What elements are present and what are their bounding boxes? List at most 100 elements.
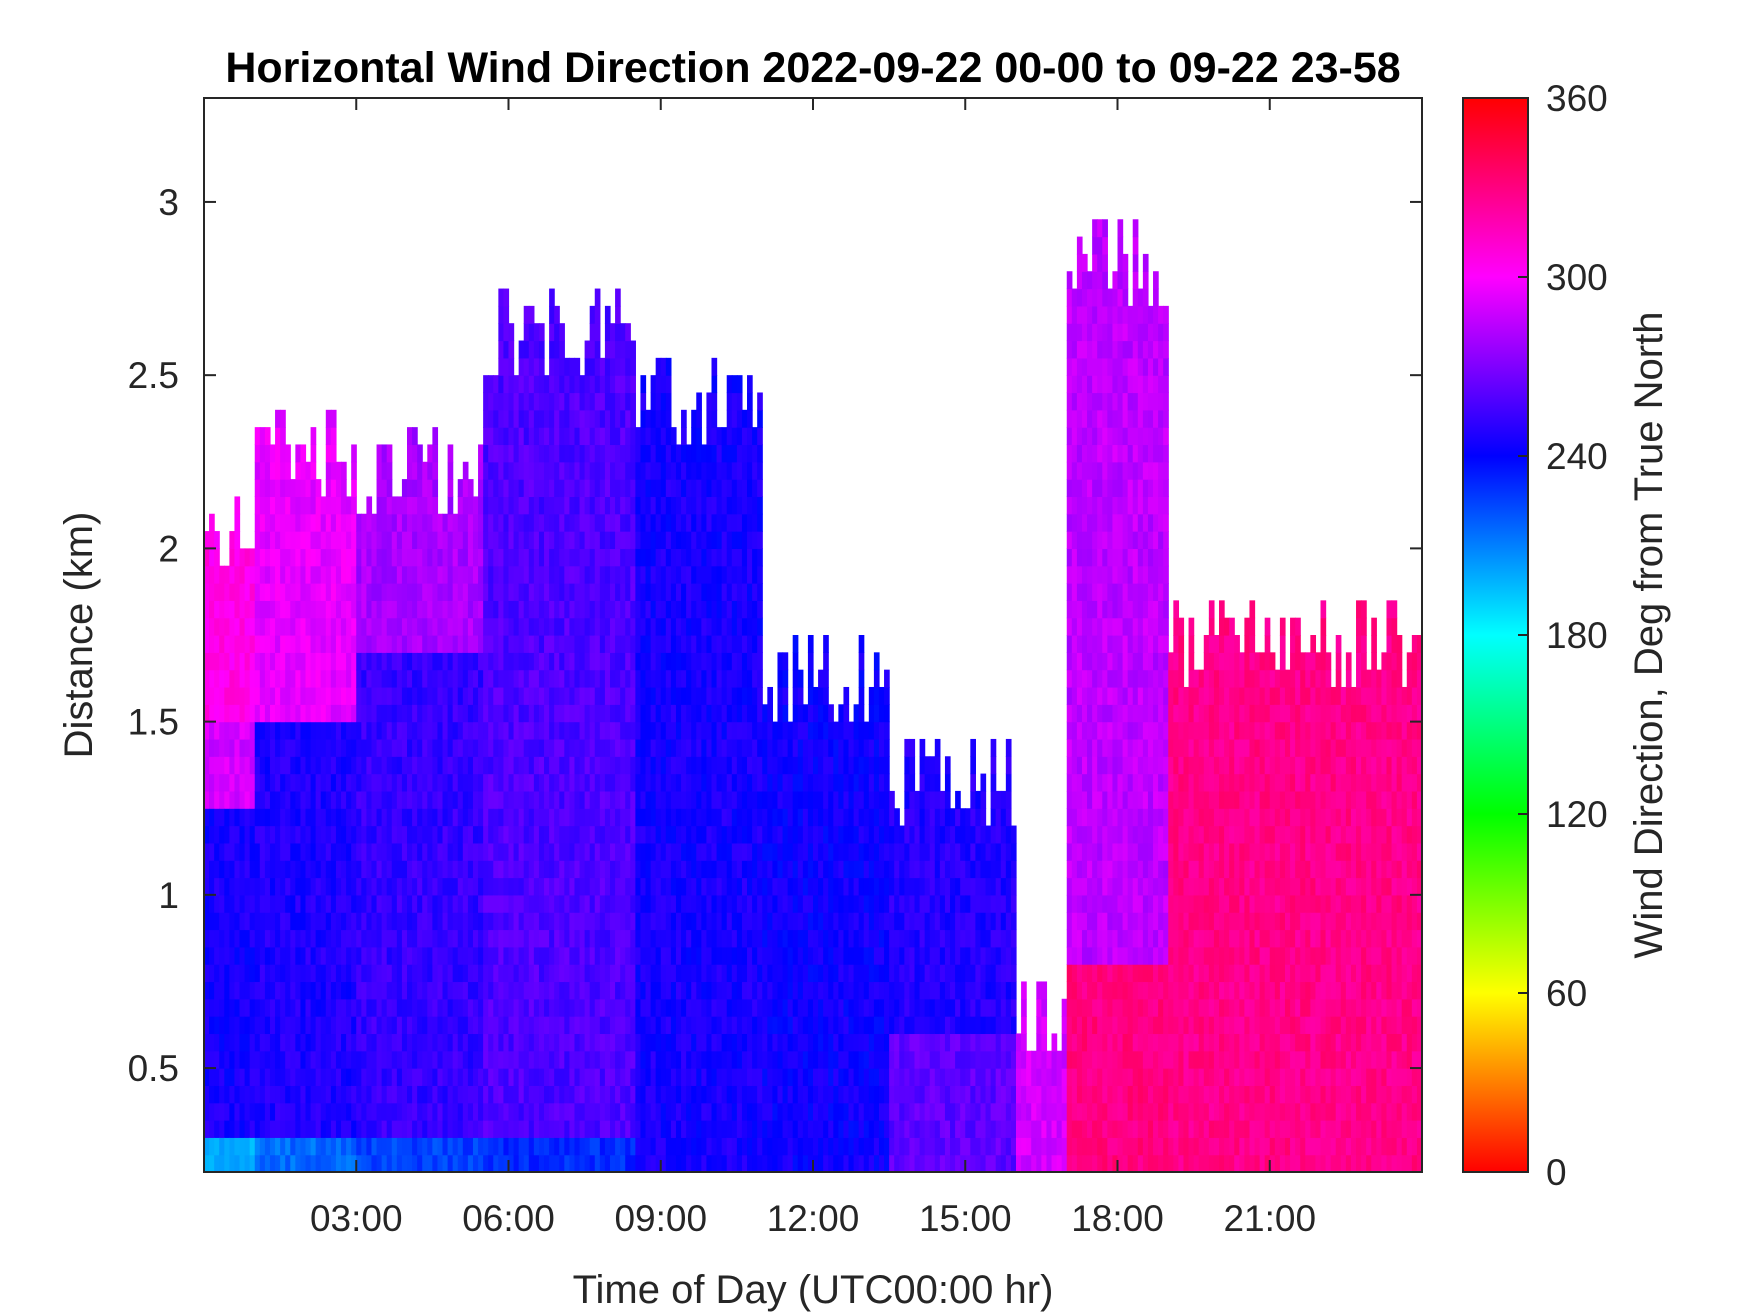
heatmap-cell	[209, 842, 215, 861]
heatmap-cell	[417, 565, 423, 584]
heatmap-cell	[782, 946, 789, 965]
heatmap-cell	[736, 1033, 743, 1052]
heatmap-cell	[584, 825, 591, 844]
heatmap-cell	[584, 860, 591, 879]
heatmap-cell	[219, 738, 225, 757]
heatmap-cell	[483, 669, 489, 688]
heatmap-cell	[254, 790, 261, 809]
heatmap-cell	[610, 513, 616, 532]
heatmap-cell	[691, 479, 697, 498]
heatmap-cell	[305, 1033, 312, 1052]
heatmap-cell	[675, 704, 682, 723]
heatmap-cell	[686, 825, 692, 844]
heatmap-cell	[462, 929, 469, 948]
heatmap-cell	[518, 808, 525, 827]
heatmap-cell	[741, 565, 748, 584]
heatmap-cell	[599, 375, 606, 394]
heatmap-cell	[396, 1120, 403, 1138]
heatmap-cell	[320, 808, 327, 827]
heatmap-cell	[645, 704, 652, 723]
heatmap-cell	[757, 1016, 763, 1035]
heatmap-cell	[610, 946, 616, 965]
heatmap-cell	[325, 808, 332, 827]
heatmap-cell	[244, 964, 251, 983]
heatmap-cell	[401, 1033, 408, 1052]
heatmap-cell	[366, 600, 373, 619]
heatmap-cell	[472, 1016, 479, 1035]
heatmap-cell	[462, 721, 469, 740]
heatmap-cell	[569, 773, 576, 792]
heatmap-cell	[736, 617, 743, 636]
heatmap-cell	[204, 686, 210, 705]
heatmap-cell	[782, 1016, 789, 1035]
heatmap-cell	[356, 1033, 362, 1052]
heatmap-cell	[686, 860, 692, 879]
heatmap-cell	[417, 669, 423, 688]
heatmap-cell	[447, 998, 454, 1017]
heatmap-cell	[376, 877, 383, 896]
heatmap-cell	[701, 1120, 708, 1138]
heatmap-cell	[401, 738, 408, 757]
heatmap-cell	[366, 877, 373, 896]
heatmap-cell	[610, 565, 616, 584]
heatmap-cell	[503, 1050, 510, 1069]
heatmap-cell	[655, 1154, 662, 1172]
heatmap-cell	[401, 773, 408, 792]
heatmap-cell	[752, 1137, 758, 1156]
heatmap-cell	[229, 1120, 236, 1138]
heatmap-cell	[488, 583, 494, 601]
heatmap-cell	[726, 912, 733, 931]
heatmap-cell	[564, 427, 570, 446]
heatmap-cell	[721, 1068, 728, 1086]
heatmap-cell	[371, 998, 378, 1017]
heatmap-cell	[787, 721, 794, 740]
heatmap-cell	[635, 444, 642, 463]
heatmap-cell	[488, 808, 494, 827]
heatmap-cell	[726, 1102, 733, 1121]
heatmap-cell	[508, 496, 515, 515]
heatmap-cell	[599, 1137, 606, 1156]
heatmap-cell	[224, 998, 230, 1017]
heatmap-cell	[706, 686, 713, 705]
heatmap-cell	[564, 894, 570, 913]
heatmap-cell	[356, 548, 362, 567]
heatmap-cell	[269, 600, 276, 619]
heatmap-cell	[346, 669, 352, 688]
heatmap-cell	[412, 669, 418, 688]
heatmap-cell	[437, 842, 444, 861]
heatmap-cell	[407, 738, 413, 757]
heatmap-cell	[361, 669, 367, 688]
heatmap-cell	[615, 756, 621, 775]
heatmap-cell	[681, 946, 687, 965]
heatmap-cell	[660, 548, 667, 567]
heatmap-cell	[660, 686, 667, 705]
heatmap-cell	[396, 964, 403, 983]
heatmap-cell	[655, 583, 662, 601]
heatmap-cell	[341, 635, 347, 653]
heatmap-cell	[493, 808, 499, 827]
heatmap-cell	[655, 1085, 662, 1104]
heatmap-cell	[701, 704, 708, 723]
heatmap-cell	[325, 583, 332, 601]
heatmap-cell	[554, 1154, 560, 1172]
heatmap-cell	[330, 773, 337, 792]
heatmap-cell	[310, 860, 317, 879]
heatmap-cell	[275, 894, 281, 913]
heatmap-cell	[391, 964, 398, 983]
heatmap-cell	[782, 704, 789, 723]
heatmap-cell	[224, 686, 230, 705]
heatmap-cell	[300, 444, 307, 463]
heatmap-cell	[584, 808, 591, 827]
heatmap-cell	[361, 825, 367, 844]
heatmap-cell	[691, 565, 697, 584]
heatmap-cell	[549, 738, 555, 757]
heatmap-cell	[275, 583, 281, 601]
heatmap-cell	[437, 912, 444, 931]
heatmap-cell	[239, 860, 246, 879]
heatmap-cell	[691, 1120, 697, 1138]
heatmap-cell	[478, 1016, 484, 1035]
heatmap-cell	[665, 600, 672, 619]
heatmap-cell	[584, 565, 591, 584]
heatmap-cell	[341, 825, 347, 844]
heatmap-cell	[234, 998, 241, 1017]
